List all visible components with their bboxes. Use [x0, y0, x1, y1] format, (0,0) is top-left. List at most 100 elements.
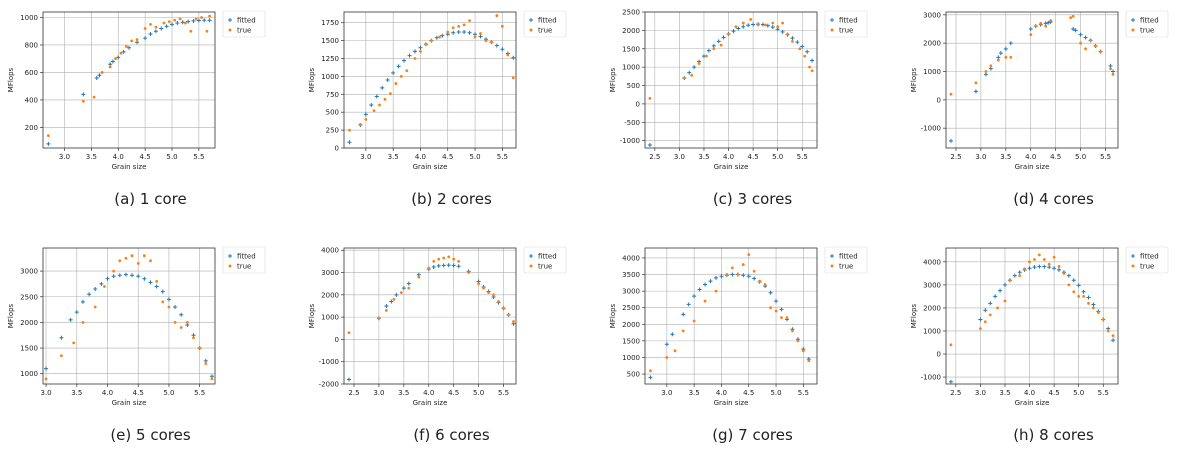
data-point-fitted [779, 307, 784, 312]
data-point-true [407, 286, 411, 290]
x-tick-label: 3.5 [71, 389, 82, 397]
data-point-fitted [647, 143, 652, 148]
data-point-fitted [166, 297, 171, 302]
x-tick-label: 5.0 [770, 389, 781, 397]
chart-panel: 3.0 3.5 4.0 4.5 5.0 5.5 200 400 600 800 1000 Grain … [0, 0, 301, 236]
data-point-true [394, 82, 398, 85]
data-point-true [46, 134, 50, 138]
series-fitted [347, 30, 516, 145]
data-point-fitted [1076, 283, 1081, 288]
y-tick-label: 4000 [321, 247, 339, 255]
chart-panel: 2.5 3.0 3.5 4.0 4.5 5.0 5.5 -1000 0 1000 2000 3000 4… [903, 236, 1204, 472]
x-tick-label: 4.5 [140, 153, 151, 161]
y-axis-label: MFlops [609, 303, 617, 328]
scatter-chart: 2.5 3.0 3.5 4.0 4.5 5.0 5.5 -1000 0 1000 2000 3000 G… [910, 10, 1169, 171]
data-point-true [119, 51, 123, 55]
data-point-true [996, 58, 1000, 62]
data-point-fitted [159, 26, 164, 31]
data-point-fitted [389, 299, 394, 304]
data-point-fitted [500, 47, 505, 52]
data-point-true [477, 282, 481, 286]
data-point-fitted [993, 294, 998, 299]
data-point-fitted [418, 45, 423, 50]
y-tick-label: 500 [326, 109, 339, 117]
data-point-true [167, 20, 171, 24]
grid-lines [43, 248, 215, 384]
data-point-fitted [948, 379, 953, 384]
data-point-true [507, 313, 510, 317]
data-point-fitted [1042, 264, 1047, 269]
data-point-fitted [978, 317, 983, 322]
y-tick-label: 4000 [923, 258, 941, 266]
data-point-fitted [369, 103, 374, 108]
data-point-fitted [752, 276, 757, 281]
y-tick-label: 2500 [20, 293, 38, 301]
legend: fitted true [222, 10, 266, 38]
data-point-true [1047, 262, 1051, 266]
x-tick-label: 3.0 [373, 389, 384, 397]
chart-panel: 2.5 3.0 3.5 4.0 4.5 5.0 5.5 -1000 -500 0 500 1000 15… [602, 0, 903, 236]
y-tick-label: 750 [326, 91, 339, 99]
series-fitted [948, 264, 1116, 384]
data-point-true [452, 257, 456, 261]
y-tick-label: 500 [627, 82, 640, 90]
data-point-true [682, 76, 686, 80]
data-point-fitted [130, 273, 135, 278]
x-axis-label: Grain size [112, 399, 147, 407]
data-point-true [756, 23, 760, 27]
data-point-true [1084, 47, 1087, 51]
data-point-fitted [446, 263, 451, 268]
x-tick-label: 3.5 [388, 153, 399, 161]
data-point-fitted [142, 276, 147, 281]
data-point-fitted [731, 29, 736, 34]
y-tick-label: 200 [25, 124, 38, 132]
data-point-fitted [402, 58, 407, 63]
data-point-true [949, 343, 953, 347]
data-point-fitted [708, 279, 713, 284]
legend-label: fitted [237, 253, 256, 261]
grid-lines [344, 12, 516, 149]
legend-marker-fitted [1131, 254, 1135, 258]
data-point-true [378, 103, 381, 107]
data-point-fitted [116, 55, 121, 60]
legend-label: fitted [1140, 253, 1159, 261]
series-fitted [948, 19, 1116, 143]
data-point-fitted [948, 138, 953, 143]
data-point-fitted [74, 310, 79, 315]
data-point-fitted [716, 39, 721, 44]
x-tick-label: 3.5 [86, 153, 97, 161]
data-point-fitted [730, 272, 735, 277]
data-point-true [200, 16, 203, 19]
x-tick-label: 3.0 [360, 153, 371, 161]
data-point-fitted [436, 263, 441, 268]
y-tick-label: 2000 [321, 291, 339, 299]
legend-label: fitted [839, 17, 858, 25]
scatter-chart: 2.5 3.0 3.5 4.0 4.5 5.0 5.5 -1000 0 1000 2000 3000 4… [910, 246, 1169, 407]
y-tick-label: 1500 [622, 337, 640, 345]
x-tick-label: 5.5 [1100, 153, 1111, 161]
data-point-fitted [494, 43, 499, 48]
data-point-fitted [988, 66, 993, 71]
data-point-true [769, 306, 772, 310]
series-true [949, 253, 1115, 347]
data-point-true [136, 261, 140, 265]
data-point-true [780, 316, 783, 320]
subfigure-caption: (c) 3 cores [712, 190, 793, 208]
data-point-fitted [1002, 282, 1007, 287]
data-point-true [752, 269, 756, 273]
y-tick-label: 3000 [923, 281, 941, 289]
data-point-fitted [462, 30, 467, 35]
data-point-fitted [1073, 28, 1078, 33]
x-axis-label: Grain size [714, 163, 749, 171]
data-point-fitted [746, 23, 751, 28]
y-tick-label: 0 [937, 351, 941, 359]
data-point-true [1028, 260, 1031, 264]
data-point-true [189, 29, 193, 33]
data-point-true [124, 44, 128, 48]
data-point-fitted [456, 264, 461, 269]
y-axis-label: MFlops [308, 67, 316, 92]
data-point-fitted [648, 375, 653, 380]
legend: fitted true [1125, 10, 1169, 38]
data-point-fitted [736, 26, 741, 31]
data-point-true [1042, 258, 1046, 261]
